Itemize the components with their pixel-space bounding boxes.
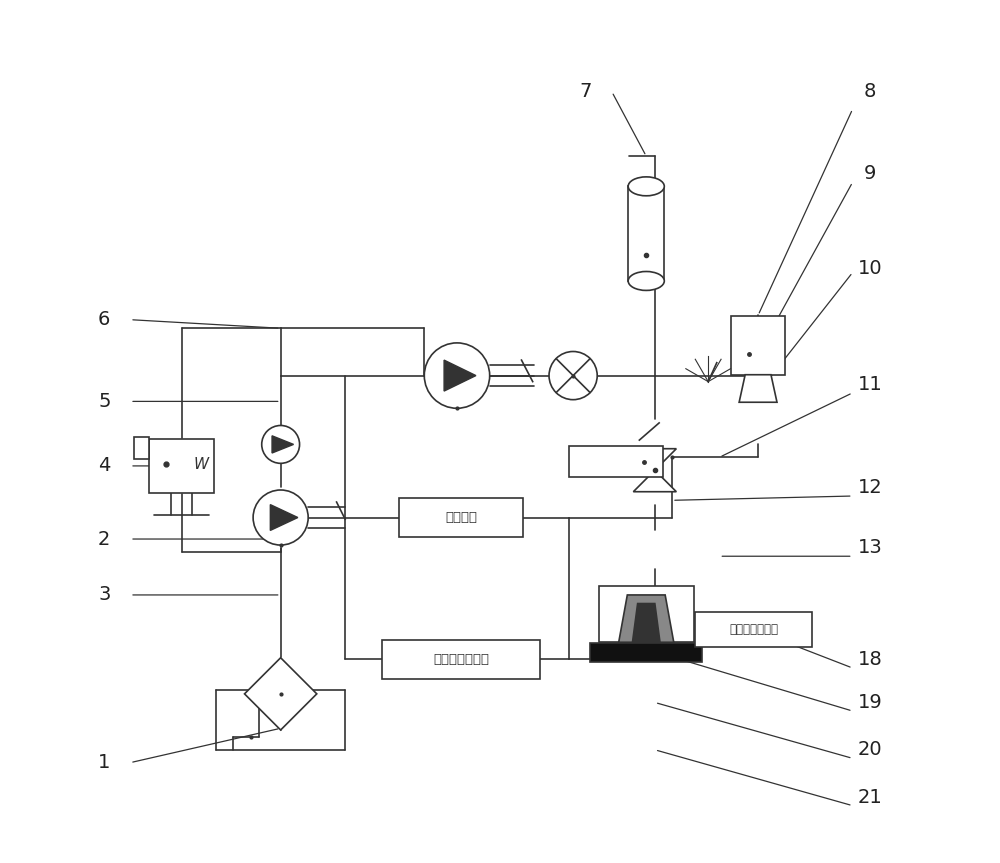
Bar	[134, 437, 149, 459]
Polygon shape	[270, 505, 298, 531]
Text: 3: 3	[98, 585, 110, 604]
Polygon shape	[633, 449, 676, 470]
Polygon shape	[272, 436, 294, 453]
Bar	[599, 586, 694, 642]
Text: 6: 6	[98, 310, 110, 329]
Text: 压边圈液压系统: 压边圈液压系统	[729, 623, 778, 636]
Text: 电控系统: 电控系统	[445, 511, 477, 524]
Bar	[569, 446, 663, 477]
Polygon shape	[444, 360, 476, 391]
Ellipse shape	[628, 272, 664, 291]
Circle shape	[262, 425, 300, 463]
Bar	[628, 186, 664, 281]
Bar	[149, 438, 214, 493]
Text: 21: 21	[858, 788, 882, 807]
Text: 13: 13	[858, 539, 882, 557]
Text: W: W	[193, 457, 208, 472]
Polygon shape	[739, 375, 777, 402]
Polygon shape	[632, 603, 660, 642]
Circle shape	[253, 490, 308, 545]
Text: 8: 8	[864, 82, 876, 101]
Text: 12: 12	[858, 478, 882, 497]
Bar	[731, 316, 785, 375]
Bar	[399, 498, 523, 538]
Text: 4: 4	[98, 457, 110, 476]
Text: 20: 20	[858, 740, 882, 759]
Text: 10: 10	[858, 259, 882, 278]
Bar	[590, 643, 702, 662]
Circle shape	[424, 343, 490, 408]
Ellipse shape	[628, 177, 664, 196]
Text: 19: 19	[858, 693, 882, 712]
Text: 5: 5	[98, 392, 111, 411]
Bar	[382, 639, 540, 679]
Polygon shape	[633, 470, 676, 492]
Text: 11: 11	[858, 375, 882, 394]
Bar	[695, 612, 812, 646]
Polygon shape	[245, 658, 317, 730]
Circle shape	[549, 351, 597, 400]
Text: 1: 1	[98, 753, 110, 772]
Text: 水循环处理系统: 水循环处理系统	[433, 653, 489, 666]
Text: 9: 9	[864, 164, 876, 183]
Text: 18: 18	[858, 650, 882, 669]
Text: 7: 7	[580, 82, 592, 101]
Polygon shape	[619, 595, 674, 642]
Text: 2: 2	[98, 530, 110, 549]
